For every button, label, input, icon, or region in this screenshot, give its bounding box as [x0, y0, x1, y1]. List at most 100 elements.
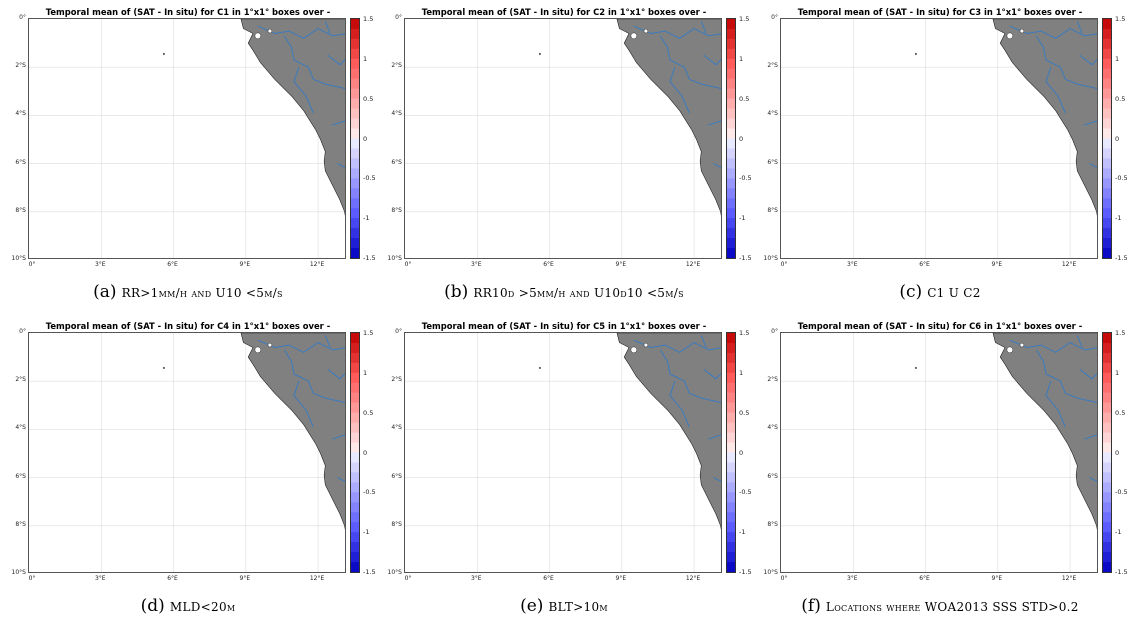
colorbar-segment — [1103, 492, 1111, 503]
lat-tick-label: 10°S — [11, 255, 26, 262]
colorbar-segment — [351, 228, 359, 239]
colorbar-segment — [1103, 19, 1111, 30]
map-panel: Temporal mean of (SAT - In situ) for C2 … — [376, 0, 752, 314]
colorbar-segment — [351, 128, 359, 139]
colorbar-segment — [1103, 422, 1111, 433]
colorbar-segment — [727, 28, 735, 40]
colorbar-segment — [1103, 48, 1111, 60]
colorbar-segment — [351, 248, 359, 258]
lat-tick-label: 2°S — [15, 376, 26, 384]
colorbar-segment — [351, 108, 359, 119]
colorbar-segment — [727, 562, 735, 572]
colorbar-tick-label: 0 — [1115, 134, 1120, 143]
colorbar-tick-label: 0.5 — [363, 94, 374, 103]
colorbar-tick-label: -1.5 — [363, 568, 376, 576]
river-line — [659, 349, 721, 403]
lake-marker — [1019, 342, 1025, 348]
colorbar-segment — [351, 482, 359, 493]
colorbar-segment — [727, 372, 735, 384]
land-mass — [616, 19, 721, 217]
island-marker — [163, 53, 165, 55]
colorbar-segment — [351, 168, 359, 179]
river-line — [669, 67, 690, 114]
colorbar-segment — [1103, 78, 1111, 90]
colorbar-segment — [727, 522, 735, 533]
river-line — [337, 477, 345, 482]
map-svg — [781, 333, 1097, 572]
colorbar-segment — [727, 452, 735, 463]
colorbar-segment — [727, 412, 735, 424]
lat-tick-label: 10°S — [763, 569, 778, 576]
colorbar-segment — [727, 482, 735, 493]
lat-tick-label: 0° — [19, 328, 26, 335]
lon-tick-label: 3°E — [470, 261, 482, 268]
river-line — [283, 349, 345, 403]
colorbar-tick-label: 1 — [739, 54, 744, 63]
lat-tick-label: 0° — [395, 14, 402, 21]
caption-text: MLD<20m — [169, 600, 236, 614]
map-svg — [781, 19, 1097, 258]
river-line — [1084, 434, 1097, 440]
river-line — [324, 21, 331, 34]
river-line — [1089, 163, 1097, 168]
colorbar-tick-label: -1.5 — [739, 568, 752, 576]
colorbar-segment — [351, 218, 359, 229]
colorbar-segment — [727, 108, 735, 119]
colorbar-segment — [351, 422, 359, 433]
colorbar-segment — [1103, 168, 1111, 179]
colorbar-segment — [1103, 372, 1111, 384]
panel-caption: (b) RR10d >5mm/h and U10d10 <5m/s — [376, 282, 752, 302]
colorbar-segment — [351, 382, 359, 394]
colorbar-segment — [1103, 472, 1111, 483]
colorbar-tick-label: 1 — [1115, 54, 1120, 63]
colorbar-segment — [727, 58, 735, 70]
colorbar-segment — [727, 19, 735, 30]
colorbar-segment — [1103, 562, 1111, 572]
colorbar-segment — [727, 552, 735, 563]
colorbar-segment — [351, 158, 359, 169]
river-line — [1045, 67, 1066, 114]
map-panel: Temporal mean of (SAT - In situ) for C5 … — [376, 314, 752, 628]
colorbar-segment — [727, 118, 735, 129]
colorbar-segment — [1103, 392, 1111, 404]
lake-marker — [267, 28, 273, 34]
caption-letter: (e) — [520, 596, 544, 616]
colorbar — [726, 18, 736, 259]
lat-tick-label: 2°S — [767, 62, 778, 70]
lon-tick-label: 0° — [780, 575, 788, 582]
colorbar-segment — [727, 502, 735, 513]
colorbar-tick-label: -1.5 — [363, 254, 376, 262]
map-plot-area — [404, 332, 722, 573]
colorbar-segment — [727, 188, 735, 199]
lat-tick-label: 4°S — [767, 110, 778, 118]
colorbar-segment — [1103, 248, 1111, 258]
colorbar-segment — [1103, 208, 1111, 219]
lon-tick-label: 6°E — [543, 575, 554, 582]
colorbar-segment — [727, 472, 735, 483]
lat-tick-label: 2°S — [391, 62, 402, 70]
lake-marker — [643, 342, 649, 348]
lon-tick-label: 9°E — [991, 261, 1003, 268]
colorbar-tick-label: 0.5 — [363, 408, 374, 417]
lat-tick-label: 10°S — [11, 569, 26, 576]
lat-tick-label: 4°S — [391, 110, 402, 118]
caption-text: BLT>10m — [548, 600, 608, 614]
river-line — [659, 35, 721, 89]
lon-tick-label: 12°E — [1061, 261, 1077, 268]
river-line — [293, 381, 314, 428]
river-line — [1045, 381, 1066, 428]
colorbar — [350, 332, 360, 573]
river-line — [1076, 21, 1083, 34]
colorbar-segment — [351, 118, 359, 129]
colorbar-segment — [727, 492, 735, 503]
colorbar-segment — [351, 362, 359, 374]
lat-tick-label: 4°S — [15, 110, 26, 118]
colorbar-segment — [727, 228, 735, 239]
panel-title: Temporal mean of (SAT - In situ) for C3 … — [797, 7, 1083, 17]
colorbar-tick-label: 1.5 — [739, 329, 750, 337]
lat-tick-label: 0° — [771, 14, 778, 21]
colorbar — [1102, 18, 1112, 259]
lon-tick-label: 12°E — [1061, 575, 1077, 582]
colorbar-segment — [1103, 502, 1111, 513]
colorbar-tick-label: 1.5 — [739, 15, 750, 23]
